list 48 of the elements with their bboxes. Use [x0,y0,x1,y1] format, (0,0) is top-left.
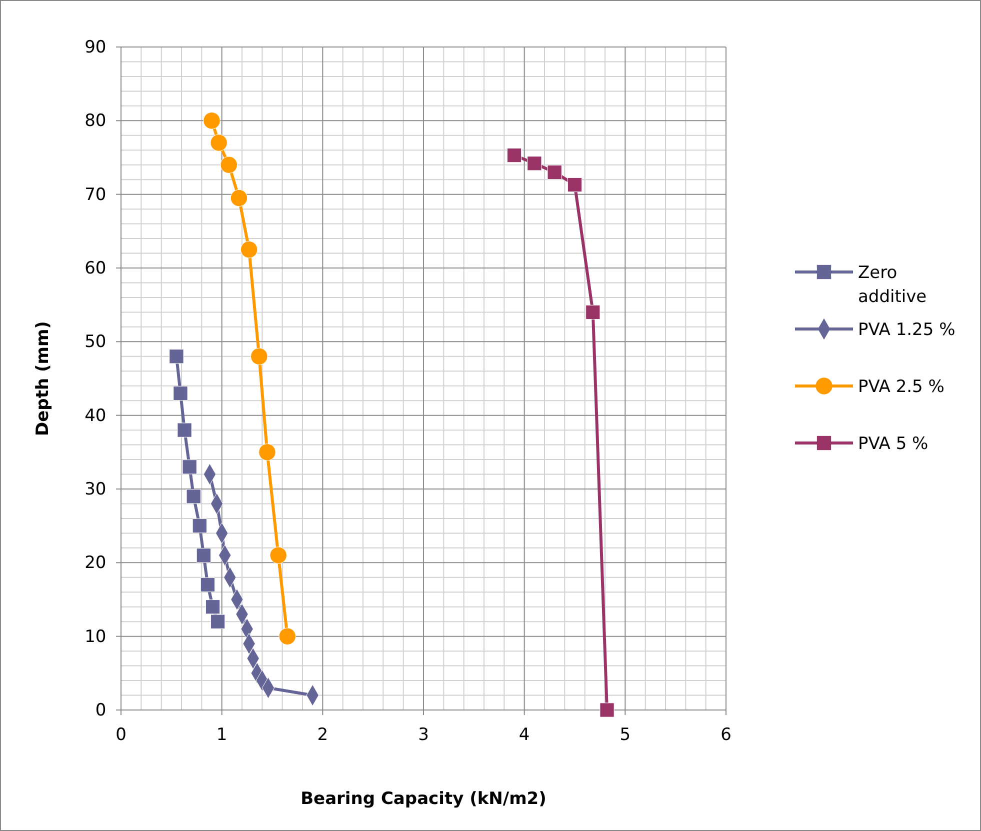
point [230,189,248,207]
y-tick-label: 50 [84,332,106,352]
point [527,156,542,171]
point [220,156,238,174]
point [278,628,296,645]
point [205,600,220,614]
point [600,702,614,718]
point [200,577,216,592]
x-axis-title: Bearing Capacity (kN/m2) [300,789,546,809]
y-tick-label: 90 [84,37,106,58]
legend-label: Zero additive [858,263,927,307]
point [173,386,188,401]
y-tick-label: 60 [84,258,106,278]
point [192,518,207,534]
point [547,164,562,180]
point [203,112,220,130]
x-tick-label: 0 [116,725,126,746]
point [270,546,287,564]
point [240,240,258,258]
point [196,548,212,563]
legend-label: PVA 2.5 % [858,377,944,397]
y-tick-label: 80 [84,111,106,132]
x-tick-label: 3 [418,725,429,746]
legend-label: PVA 1.25 % [858,320,956,340]
point [258,444,276,461]
point [177,422,192,438]
x-tick-label: 1 [216,725,228,746]
point [210,614,226,629]
y-tick-label: 70 [84,184,106,205]
y-tick-label: 0 [95,700,106,720]
point [506,148,522,163]
legend-label: PVA 5 % [858,434,928,454]
y-tick-label: 20 [84,553,106,574]
point [210,134,228,152]
x-tick-label: 5 [620,725,631,746]
point [250,348,268,365]
x-tick-label: 2 [317,725,328,746]
y-tick-label: 30 [84,479,106,500]
point [567,177,582,192]
y-tick-label: 40 [84,406,106,426]
x-tick-label: 6 [720,725,732,746]
y-tick-label: 10 [84,626,106,647]
point [182,460,197,474]
point [186,489,201,504]
x-tick-label: 4 [518,725,530,746]
point [169,349,184,364]
point [586,304,600,320]
y-axis-title: Depth (mm) [33,321,53,436]
